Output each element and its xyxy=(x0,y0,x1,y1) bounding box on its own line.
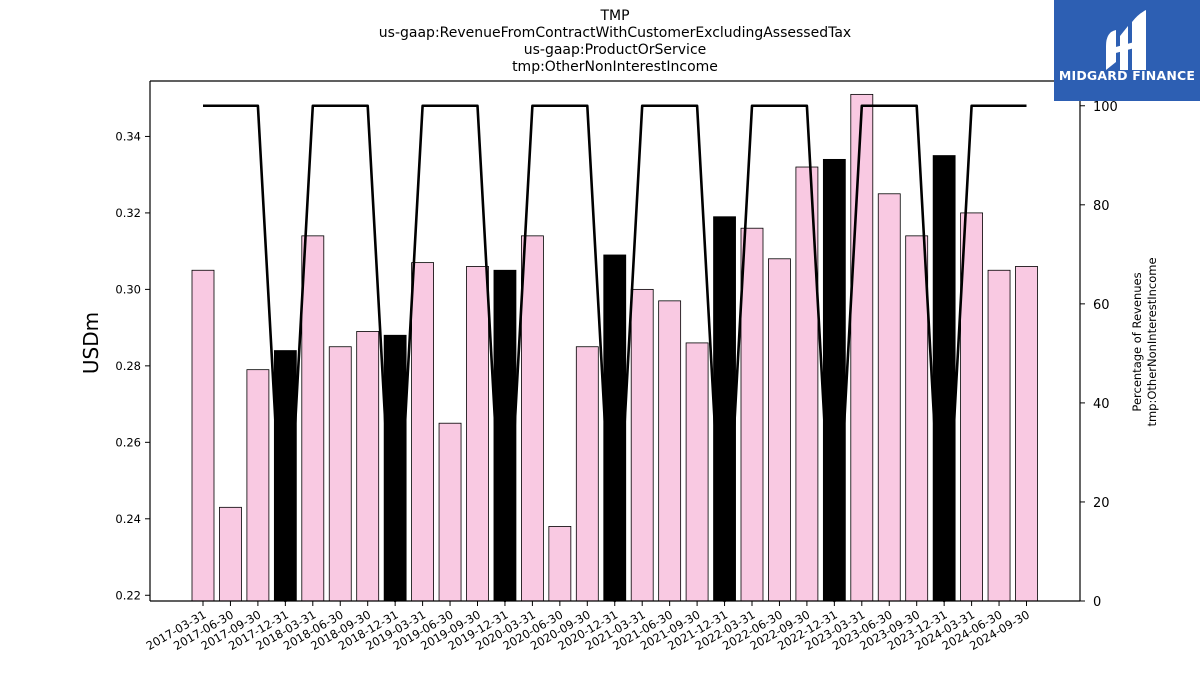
bar-2018-09-30 xyxy=(356,331,380,602)
bar-2024-09-30 xyxy=(1015,266,1038,602)
chart-title-line-3: us-gaap:ProductOrService xyxy=(523,42,707,58)
y-axis-label: USDm xyxy=(79,312,103,374)
y2-tick-label: 80 xyxy=(1093,199,1110,214)
chart-title-line-1: TMP xyxy=(600,8,630,24)
bar-2021-09-30 xyxy=(685,342,709,602)
bar-2023-03-31 xyxy=(850,93,874,602)
y2-axis-label-line-1: Percentage of Revenues xyxy=(1130,272,1144,411)
bar-2024-06-30 xyxy=(987,269,1011,602)
bar-2018-03-31 xyxy=(301,235,325,602)
y2-tick-label: 0 xyxy=(1093,595,1101,610)
bar-2023-12-31 xyxy=(932,155,956,602)
logo-mark-icon xyxy=(1106,10,1146,70)
y2-tick-label: 40 xyxy=(1093,397,1110,412)
bar-2017-09-30 xyxy=(246,369,270,602)
bar-2021-03-31 xyxy=(630,288,654,602)
y2-tick-label: 20 xyxy=(1093,496,1110,511)
chart-title-line-2: us-gaap:RevenueFromContractWithCustomerE… xyxy=(378,25,852,41)
x-axis-ticks: 2017-03-312017-06-302017-09-302017-12-31… xyxy=(144,601,1032,653)
bar-2021-12-31 xyxy=(713,216,736,602)
bar-2023-06-30 xyxy=(877,193,901,602)
logo-text: MIDGARD FINANCE xyxy=(1058,68,1196,83)
bar-2021-06-30 xyxy=(658,300,682,602)
y2-tick-label: 100 xyxy=(1093,100,1118,115)
bar-2022-12-31 xyxy=(822,158,846,602)
bar-2022-03-31 xyxy=(740,227,764,602)
y2-tick-label: 60 xyxy=(1093,298,1110,313)
y-tick-label: 0.22 xyxy=(115,588,141,602)
y-tick-label: 0.28 xyxy=(115,359,141,373)
bar-2018-06-30 xyxy=(328,346,352,602)
bar-2020-03-31 xyxy=(521,235,544,602)
y-tick-label: 0.32 xyxy=(115,206,141,220)
midgard-finance-logo: MIDGARD FINANCE xyxy=(1054,0,1200,101)
bar-2019-06-30 xyxy=(438,422,462,602)
bar-2019-09-30 xyxy=(466,266,489,602)
bar-2022-06-30 xyxy=(768,258,791,602)
bar-2020-09-30 xyxy=(575,346,599,602)
y2-axis-ticks: 0 20 40 60 80 100 xyxy=(1080,100,1118,610)
y-tick-label: 0.34 xyxy=(115,129,141,143)
y-tick-label: 0.24 xyxy=(115,512,141,526)
bar-2020-12-31 xyxy=(603,254,627,602)
y-tick-label: 0.30 xyxy=(115,282,141,296)
y2-axis-label-line-2: tmp:OtherNonInterestIncome xyxy=(1145,257,1159,426)
bar-2017-06-30 xyxy=(219,506,242,602)
bar-2020-06-30 xyxy=(548,526,572,602)
bar-2024-03-31 xyxy=(960,212,983,602)
bar-2019-03-31 xyxy=(411,262,435,602)
y-tick-label: 0.26 xyxy=(115,435,141,449)
chart-title-line-4: tmp:OtherNonInterestIncome xyxy=(512,59,718,75)
bar-2023-09-30 xyxy=(905,235,929,602)
bar-2019-12-31 xyxy=(493,269,517,602)
bar-2017-03-31 xyxy=(191,269,215,602)
bar-series xyxy=(191,93,1038,602)
y-axis-ticks: 0.22 0.24 0.26 0.28 0.30 0.32 0.34 xyxy=(115,129,150,602)
